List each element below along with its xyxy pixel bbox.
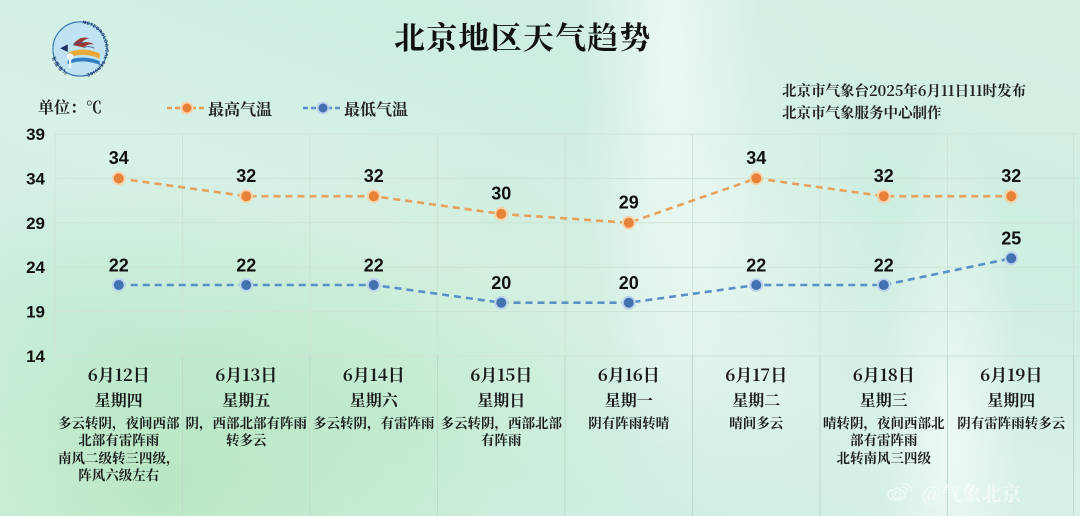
svg-text:22: 22 (236, 255, 256, 275)
svg-text:20: 20 (491, 273, 511, 293)
svg-text:22: 22 (746, 255, 766, 275)
svg-text:30: 30 (491, 184, 511, 204)
svg-text:29: 29 (619, 193, 639, 213)
svg-text:22: 22 (874, 255, 894, 275)
svg-text:29: 29 (26, 214, 45, 233)
svg-text:32: 32 (1001, 166, 1021, 186)
svg-text:22: 22 (364, 255, 384, 275)
svg-text:25: 25 (1001, 229, 1021, 249)
svg-text:20: 20 (619, 273, 639, 293)
svg-text:32: 32 (364, 166, 384, 186)
svg-text:14: 14 (26, 347, 45, 366)
svg-text:32: 32 (874, 166, 894, 186)
svg-text:24: 24 (26, 258, 45, 277)
svg-text:39: 39 (26, 125, 45, 144)
svg-text:34: 34 (109, 148, 129, 168)
svg-text:19: 19 (26, 303, 45, 322)
svg-text:32: 32 (236, 166, 256, 186)
svg-text:22: 22 (109, 255, 129, 275)
svg-text:34: 34 (26, 169, 45, 188)
svg-text:34: 34 (746, 148, 766, 168)
